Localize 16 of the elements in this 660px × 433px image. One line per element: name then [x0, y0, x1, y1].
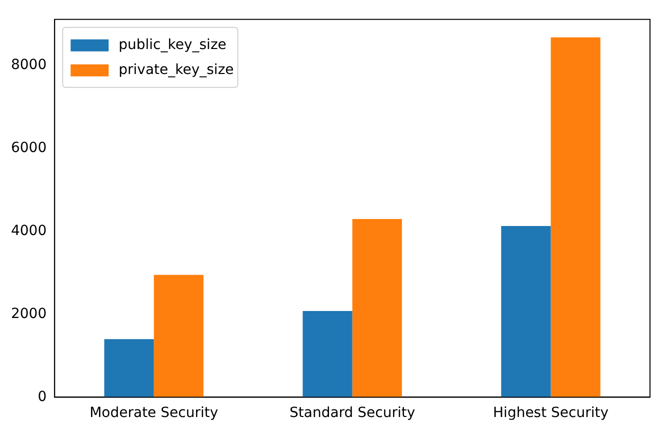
- y-tick-label: 0: [38, 388, 47, 405]
- y-tick-label: 4000: [10, 223, 47, 240]
- y-tick-label: 6000: [10, 140, 47, 156]
- x-tick-label: Standard Security: [289, 405, 416, 422]
- x-tick-label: Moderate Security: [90, 405, 218, 422]
- legend-label: public_key_size: [118, 37, 226, 54]
- bar: [501, 226, 551, 398]
- y-tick-label: 2000: [10, 306, 47, 322]
- bar: [302, 310, 352, 398]
- bar: [352, 218, 402, 398]
- x-tick-label: Highest Security: [493, 405, 609, 422]
- bar: [104, 339, 154, 398]
- legend-label: private_key_size: [118, 62, 234, 78]
- bar: [154, 274, 204, 398]
- y-tick-label: 8000: [10, 57, 47, 74]
- bar: [550, 37, 600, 398]
